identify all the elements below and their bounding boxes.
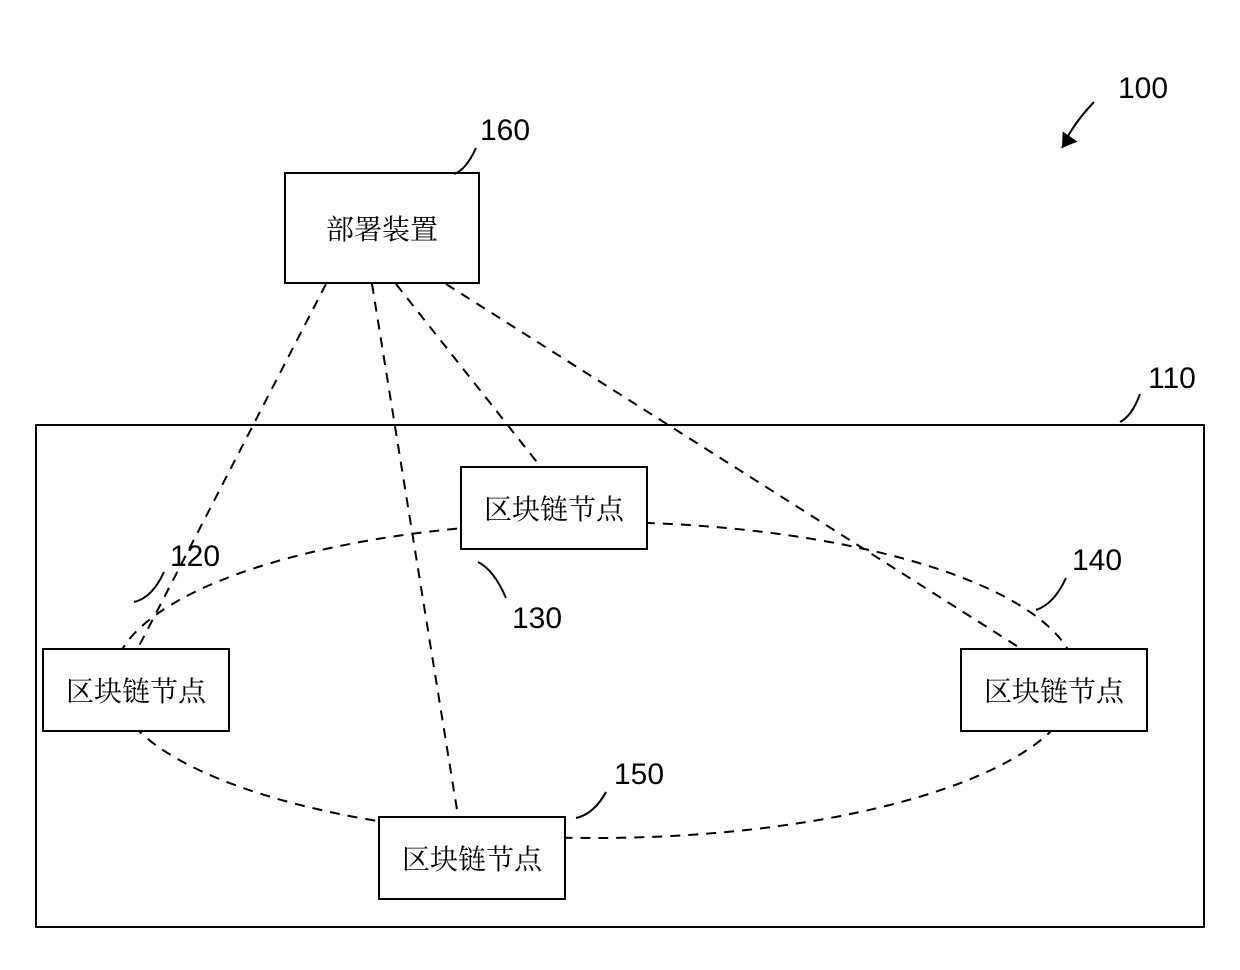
- diagram-svg-front: [0, 0, 1240, 970]
- diagram-stage: 部署装置 区块链节点 区块链节点 区块链节点 区块链节点 100 110 160…: [0, 0, 1240, 970]
